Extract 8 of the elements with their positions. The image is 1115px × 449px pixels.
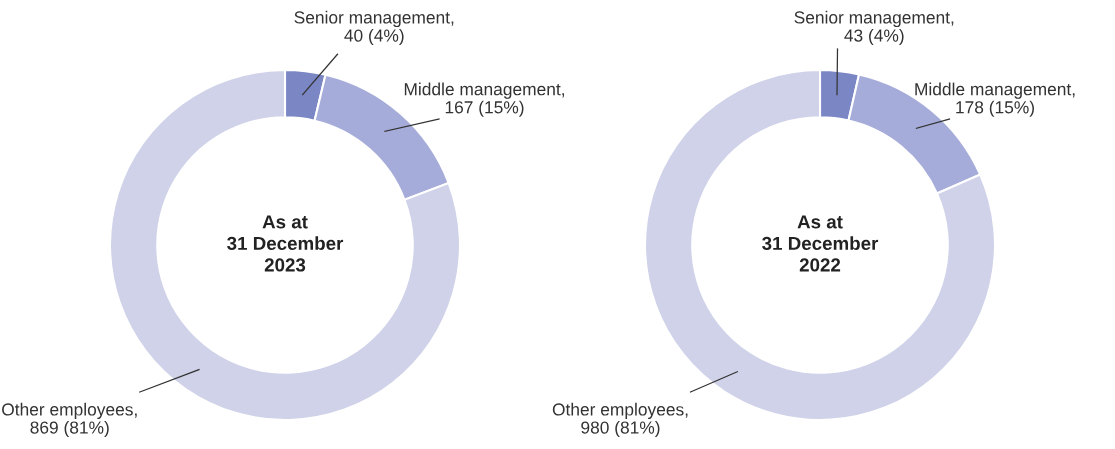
data-label: Other employees, 980 (81%) bbox=[552, 402, 688, 438]
data-label: Middle management, 167 (15%) bbox=[404, 82, 565, 117]
data-label: Middle management, 178 (15%) bbox=[915, 82, 1075, 117]
data-label: Senior management, 43 (4%) bbox=[794, 10, 954, 46]
text: As at 31 December 2022 bbox=[762, 215, 879, 272]
data-label: Other employees, 869 (81%) bbox=[2, 402, 137, 438]
data-label: Senior management, 40 (4%) bbox=[294, 10, 454, 46]
text: As at 31 December 2023 bbox=[227, 215, 344, 272]
